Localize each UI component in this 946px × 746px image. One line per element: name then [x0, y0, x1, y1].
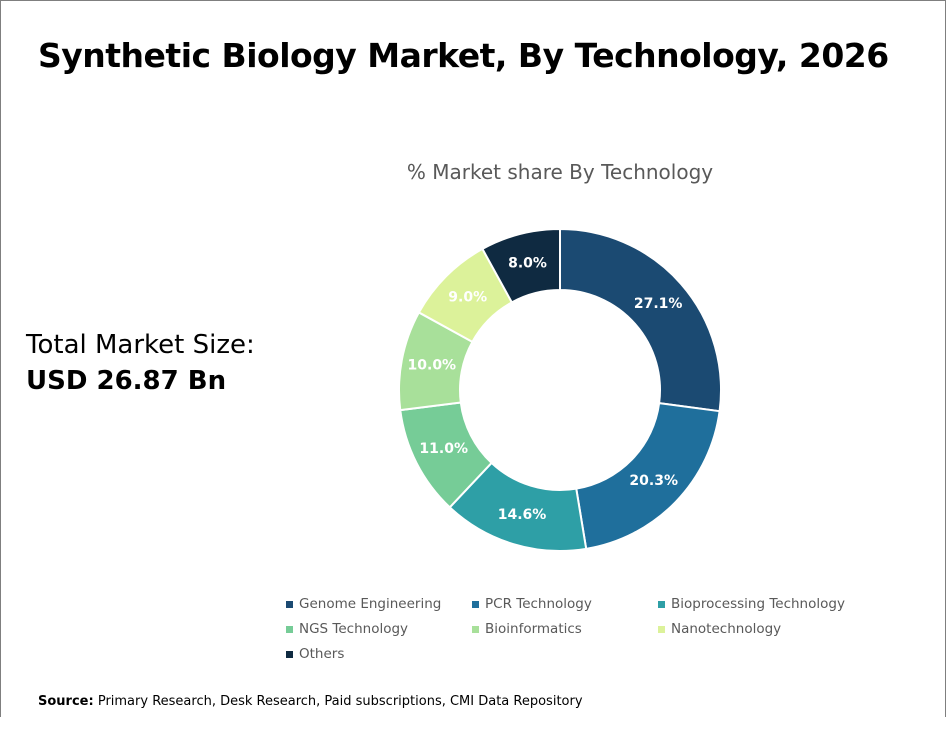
slice-others — [481, 227, 561, 304]
legend-item-pcr-technology: PCR Technology — [472, 596, 658, 612]
slice-label-ngs-technology: 11.0% — [419, 441, 468, 457]
legend-label: Bioprocessing Technology — [671, 596, 845, 612]
legend-label: Bioinformatics — [485, 621, 582, 637]
legend-swatch — [472, 600, 479, 608]
chart-title: % Market share By Technology — [406, 160, 714, 184]
legend-item-bioinformatics: Bioinformatics — [472, 621, 658, 637]
slice-label-bioprocessing-technology: 14.6% — [498, 507, 547, 523]
slice-label-others: 8.0% — [508, 256, 547, 272]
legend-label: Genome Engineering — [299, 596, 442, 612]
legend-item-nanotechnology: Nanotechnology — [658, 621, 878, 637]
legend-item-others: Others — [286, 646, 472, 662]
chart-legend: Genome Engineering PCR Technology Bioproce… — [286, 596, 886, 662]
total-market-value: USD 26.87 Bn — [26, 366, 227, 396]
legend-label: PCR Technology — [485, 596, 592, 612]
legend-label: Others — [299, 646, 345, 662]
source-text: Primary Research, Desk Research, Paid su… — [97, 694, 583, 709]
slice-genome-engineering — [559, 227, 722, 413]
slice-label-nanotechnology: 9.0% — [448, 290, 487, 306]
total-market-size: Total Market Size: USD 26.87 Bn — [26, 327, 255, 399]
page-title: Synthetic Biology Market, By Technology,… — [38, 36, 889, 75]
legend-swatch — [658, 625, 665, 633]
legend-item-genome-engineering: Genome Engineering — [286, 596, 472, 612]
slice-label-genome-engineering: 27.1% — [634, 296, 683, 312]
chart-frame — [0, 0, 946, 717]
legend-swatch — [472, 625, 479, 633]
legend-swatch — [286, 650, 293, 658]
slice-label-pcr-technology: 20.3% — [629, 473, 678, 489]
source-note: Source: Primary Research, Desk Research,… — [38, 694, 583, 709]
slice-label-bioinformatics: 10.0% — [408, 358, 457, 374]
total-market-label: Total Market Size: — [26, 330, 255, 360]
legend-swatch — [286, 600, 293, 608]
legend-item-bioprocessing-technology: Bioprocessing Technology — [658, 596, 878, 612]
source-label: Source: — [38, 694, 94, 709]
legend-item-ngs-technology: NGS Technology — [286, 621, 472, 637]
legend-label: NGS Technology — [299, 621, 409, 637]
legend-swatch — [658, 600, 665, 608]
legend-swatch — [286, 625, 293, 633]
legend-label: Nanotechnology — [671, 621, 782, 637]
